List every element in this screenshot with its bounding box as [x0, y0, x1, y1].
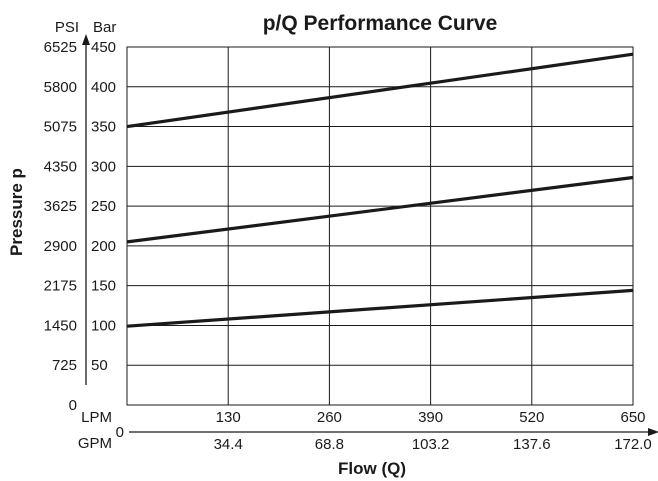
x-axis-arrow — [648, 428, 658, 436]
y-tick-bar: 50 — [91, 357, 108, 374]
y-tick-psi: 4350 — [44, 158, 77, 175]
y-tick-psi: 2900 — [44, 238, 77, 255]
x-tick-gpm: 103.2 — [412, 436, 450, 453]
y-axis: PSI Bar 0 725 50 1450 100 2175 150 2900 200 3625 2… — [7, 19, 116, 414]
y-unit-psi: PSI — [55, 19, 79, 36]
plot-area — [126, 46, 634, 406]
x-axis: LPM GPM 0 130 34.4 260 68.8 390 103.2 520 137.6… — [78, 409, 658, 478]
y-tick-bar: 450 — [91, 39, 116, 56]
x-tick-lpm: 260 — [317, 409, 342, 426]
y-tick-psi: 1450 — [44, 317, 77, 334]
y-axis-arrow — [82, 34, 90, 45]
vertical-gridlines — [227, 47, 533, 405]
chart-title: p/Q Performance Curve — [263, 12, 498, 35]
x-unit-gpm: GPM — [78, 435, 112, 452]
x-tick-gpm: 68.8 — [315, 436, 344, 453]
plot-frame — [126, 46, 634, 406]
x-tick-gpm: 137.6 — [513, 436, 551, 453]
x-tick-gpm: 172.0 — [614, 436, 652, 453]
series-line-3 — [126, 288, 634, 328]
y-tick-psi: 3625 — [44, 198, 77, 215]
x-tick-lpm: 130 — [216, 409, 241, 426]
y-axis-label: Pressure p — [7, 168, 26, 256]
series-line-2 — [126, 175, 634, 244]
y-tick-bar: 300 — [91, 158, 116, 175]
x-tick-lpm: 650 — [620, 409, 645, 426]
x-tick-lpm: 390 — [418, 409, 443, 426]
y-tick-psi: 5075 — [44, 119, 77, 136]
y-tick-labels: 0 725 50 1450 100 2175 150 2900 200 3625 250 4350 30… — [44, 39, 116, 414]
series-lines — [126, 52, 634, 328]
y-tick-bar: 200 — [91, 238, 116, 255]
y-unit-bar: Bar — [93, 19, 116, 36]
y-tick-psi: 0 — [69, 397, 77, 414]
y-tick-bar: 150 — [91, 278, 116, 295]
y-tick-bar: 400 — [91, 79, 116, 96]
x-unit-lpm: LPM — [81, 409, 112, 426]
y-tick-bar: 250 — [91, 198, 116, 215]
y-tick-psi: 2175 — [44, 278, 77, 295]
y-tick-bar: 350 — [91, 119, 116, 136]
horizontal-gridlines — [127, 86, 633, 366]
x-origin-label: 0 — [116, 424, 124, 441]
y-tick-psi: 6525 — [44, 39, 77, 56]
x-tick-gpm: 34.4 — [214, 436, 243, 453]
x-tick-lpm: 520 — [519, 409, 544, 426]
y-tick-psi: 5800 — [44, 79, 77, 96]
x-tick-labels: 130 34.4 260 68.8 390 103.2 520 137.6 650 172.0 — [214, 409, 652, 453]
x-axis-label: Flow (Q) — [338, 459, 406, 478]
y-tick-psi: 725 — [52, 357, 77, 374]
series-line-1 — [126, 52, 634, 129]
y-tick-bar: 100 — [91, 317, 116, 334]
